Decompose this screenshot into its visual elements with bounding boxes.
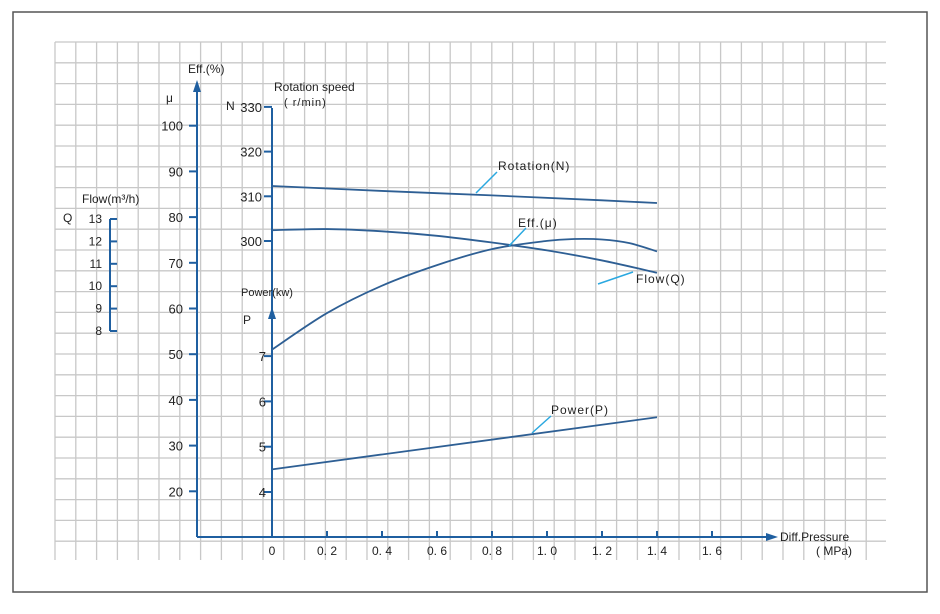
x-tick-label: 1. 4 [647,544,667,558]
leader-rotation [475,171,498,194]
series-label-eff: Eff.(μ) [518,216,558,230]
flow-tick-label: 13 [89,212,103,226]
rotation-axis-symbol: N [226,99,235,113]
power-axis-arrow [268,307,276,319]
background-grid [54,41,886,560]
x-axis-label: Diff.Pressure [780,530,849,544]
x-axis-unit: ( MPa) [816,544,852,558]
eff-tick-label: 70 [169,256,183,271]
x-axis-arrow [766,533,778,541]
rotation-tick-label: 300 [240,234,262,249]
x-tick-label: 0. 6 [427,544,447,558]
rotation-tick-label: 310 [240,189,262,204]
eff-tick-label: 80 [169,210,183,225]
flow-curve [271,228,658,274]
x-tick-label: 1. 0 [537,544,557,558]
x-tick-label: 0. 8 [482,544,502,558]
rotation-axis-unit: ( r/min) [284,97,327,109]
x-tick-label: 1. 6 [702,544,722,558]
series-label-power: Power(P) [551,403,609,417]
leader-power [531,415,552,434]
rotation-tick-label: 330 [240,100,262,115]
power-axis-label: Power(kw) [241,287,293,299]
flow-tick-label: 8 [95,324,102,338]
flow-axis-symbol: Q [63,211,72,225]
outer-border [12,11,928,593]
flow-tick-label: 12 [89,234,103,248]
curves-group [271,171,658,471]
power-tick-label: 5 [259,440,266,455]
flow-axis-label: Flow(m³/h) [82,192,139,206]
eff-tick-label: 40 [169,393,183,408]
x-tick-label: 0. 2 [317,544,337,558]
eff-tick-label: 60 [169,302,183,317]
axes-group [109,80,778,541]
power-tick-label: 6 [259,394,266,409]
power-axis-symbol: P [243,313,251,327]
series-label-flow: Flow(Q) [636,272,686,286]
rotation-axis-label: Rotation speed [274,80,355,94]
leader-eff [508,227,527,247]
x-tick-label: 0 [269,544,276,558]
rotation-tick-label: 320 [240,145,262,160]
power-tick-label: 4 [259,485,266,500]
power-curve [271,416,658,471]
rotation-curve [271,185,658,204]
ticks-group [110,105,713,537]
labels-group: Eff.(%) μ Rotation speed N ( r/min) Flow… [63,62,852,558]
leader-flow [597,271,634,285]
eff-tick-label: 20 [169,484,183,499]
power-tick-label: 7 [259,349,266,364]
flow-tick-label: 10 [89,279,103,293]
eff-axis-symbol: μ [166,91,173,105]
flow-tick-label: 11 [90,257,103,271]
eff-tick-label: 90 [169,164,183,179]
series-label-rotation: Rotation(N) [498,159,570,173]
flow-tick-label: 9 [95,302,102,316]
x-tick-label: 0. 4 [372,544,392,558]
eff-tick-label: 30 [169,439,183,454]
eff-tick-label: 100 [161,119,183,134]
x-tick-label: 1. 2 [592,544,612,558]
eff-tick-label: 50 [169,347,183,362]
eff-axis-arrow [193,80,201,92]
eff-curve [271,237,658,351]
eff-axis-label: Eff.(%) [188,62,224,76]
